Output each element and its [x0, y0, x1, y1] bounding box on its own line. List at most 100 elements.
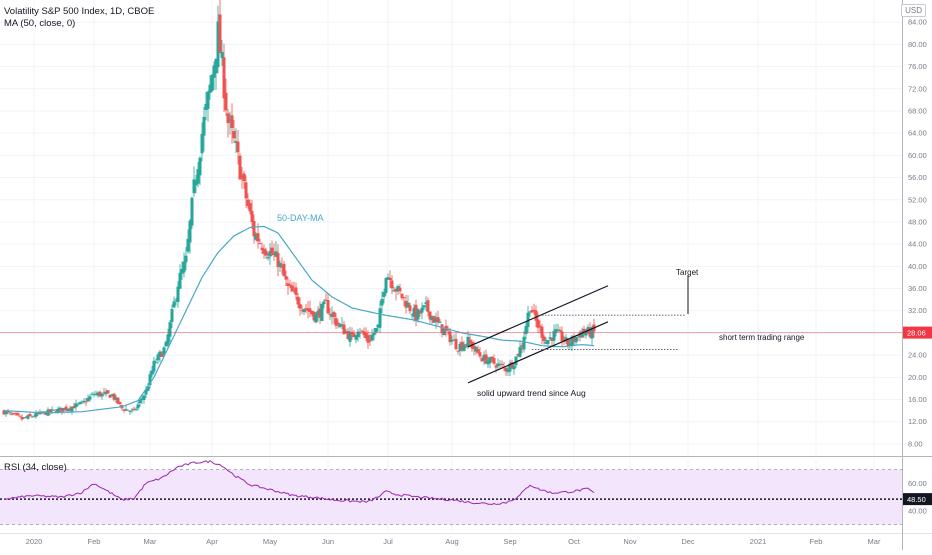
candle-body [20, 417, 24, 420]
candle-body [584, 332, 588, 336]
candle-body [88, 396, 92, 400]
candle-body [340, 324, 344, 326]
candle-body [380, 299, 384, 306]
candle-body [546, 340, 550, 345]
candle-body [246, 199, 250, 207]
candle-body [22, 417, 26, 419]
candle-body [110, 394, 114, 397]
candle-body [548, 337, 552, 339]
candle-body [530, 310, 534, 313]
candle-body [480, 358, 484, 362]
candle-body [586, 327, 590, 333]
candle-body [116, 397, 120, 404]
candle-body [126, 409, 130, 411]
candle-body [510, 362, 514, 368]
candle-body [576, 335, 580, 337]
candle-body [492, 358, 496, 364]
candle-body [128, 411, 132, 412]
candle-body [242, 173, 246, 181]
x-axis-tick-label: Feb [88, 537, 101, 546]
candle-body [12, 413, 16, 414]
candle-body [542, 336, 546, 341]
currency-badge[interactable]: USD [901, 4, 926, 17]
candle-body [172, 301, 176, 308]
candle-body [400, 293, 404, 299]
x-axis-tick-label: Sep [503, 537, 516, 546]
candle-body [106, 390, 110, 394]
candle-body [82, 400, 86, 403]
candle-body [430, 316, 434, 321]
candle-body [488, 357, 492, 364]
y-axis-tick-label: 32.00 [908, 306, 927, 315]
candle-body [208, 84, 212, 93]
candle-body [182, 261, 186, 273]
candle-body [298, 303, 302, 309]
candle-body [158, 351, 162, 357]
candle-body [448, 331, 452, 343]
candle-body [356, 331, 360, 338]
candle-body [516, 353, 520, 356]
ma-indicator-legend[interactable]: MA (50, close, 0) [4, 18, 76, 29]
candle-body [374, 328, 378, 333]
candle-body [264, 250, 268, 256]
candle-body [494, 365, 498, 368]
candle-body [50, 409, 54, 411]
candle-body [278, 262, 282, 267]
candle-body [450, 339, 454, 342]
candle-body [452, 339, 456, 341]
candle-body [66, 409, 70, 412]
range-annotation-label: short term trading range [719, 333, 805, 342]
candle-body [274, 251, 278, 257]
candle-body [316, 310, 320, 316]
candle-body [306, 308, 310, 311]
candle-body [202, 116, 206, 136]
candle-body [532, 309, 536, 311]
candle-body [260, 247, 264, 251]
candle-body [68, 408, 72, 410]
candle-body [566, 338, 570, 346]
y-axis-tick-label: 8.00 [908, 439, 923, 448]
x-axis-tick-label: Mar [144, 537, 157, 546]
candle-body [332, 312, 336, 318]
candle-body [166, 334, 170, 345]
ma-line [3, 225, 595, 414]
candle-body [198, 157, 202, 176]
candle-body [150, 370, 154, 375]
candle-body [372, 333, 376, 336]
candle-body [196, 169, 200, 184]
candle-body [56, 408, 60, 414]
candle-body [440, 324, 444, 334]
candle-body [408, 305, 412, 312]
candle-body [94, 393, 98, 395]
candle-body [290, 285, 294, 292]
candle-body [164, 341, 168, 347]
candle-body [454, 338, 458, 350]
candle-body [184, 255, 188, 263]
y-axis-tick-label: 12.00 [908, 417, 927, 426]
candle-body [292, 290, 296, 292]
candle-body [382, 292, 386, 297]
x-axis-tick-label: May [263, 537, 277, 546]
candle-body [34, 412, 38, 417]
candle-body [524, 326, 528, 335]
candle-body [212, 65, 216, 78]
candle-body [558, 330, 562, 332]
x-axis-tick-label: Oct [568, 537, 581, 546]
y-axis-tick-label: 76.00 [908, 62, 927, 71]
rsi-value-badge [903, 493, 932, 506]
rsi-axis-tick-label: 40.00 [908, 506, 927, 515]
rsi-indicator-legend[interactable]: RSI (34, close) [4, 462, 67, 473]
candle-body [102, 391, 106, 393]
candle-body [354, 335, 358, 340]
candle-body [52, 409, 56, 411]
candle-body [18, 415, 22, 417]
candle-body [438, 321, 442, 323]
candle-body [86, 398, 90, 402]
trend-annotation-label: solid upward trend since Aug [477, 388, 586, 398]
candle-body [308, 308, 312, 312]
main-series-legend[interactable]: Volatility S&P 500 Index, 1D, CBOE [4, 6, 155, 17]
x-axis-tick-label: 2021 [750, 537, 767, 546]
y-axis-tick-label: 36.00 [908, 284, 927, 293]
